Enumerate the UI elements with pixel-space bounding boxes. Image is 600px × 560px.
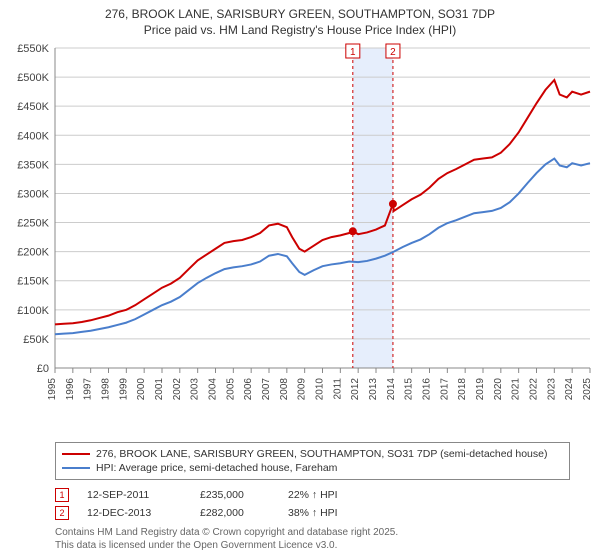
legend-box: 276, BROOK LANE, SARISBURY GREEN, SOUTHA… — [55, 442, 570, 480]
xtick-label: 2015 — [404, 378, 415, 401]
xtick-label: 2012 — [350, 378, 361, 401]
xtick-label: 1997 — [83, 378, 94, 401]
ytick-label: £400K — [17, 131, 49, 143]
xtick-label: 2000 — [136, 378, 147, 401]
chart-area: £0 £50K £100K £150K £200K £250K £300K £350K £400… — [0, 38, 600, 438]
legend-item: 276, BROOK LANE, SARISBURY GREEN, SOUTHA… — [62, 447, 563, 461]
highlight-band — [353, 48, 393, 368]
chart-title: 276, BROOK LANE, SARISBURY GREEN, SOUTHA… — [0, 0, 600, 38]
xtick-label: 2001 — [154, 378, 165, 401]
sales-table: 1 12-SEP-2011 £235,000 22% ↑ HPI 2 12-DEC-201… — [55, 486, 570, 522]
xtick-label: 1999 — [118, 378, 129, 401]
xtick-label: 2005 — [225, 378, 236, 401]
xtick-label: 2016 — [422, 378, 433, 401]
ytick-label: £150K — [17, 276, 49, 288]
xtick-label: 1996 — [65, 378, 76, 401]
sale-delta: 38% ↑ HPI — [288, 507, 368, 519]
ytick-label: £500K — [17, 72, 49, 84]
xtick-label: 2017 — [439, 378, 450, 401]
xtick-label: 2021 — [511, 378, 522, 401]
ytick-label: £550K — [17, 43, 49, 55]
xtick-label: 2002 — [172, 378, 183, 401]
marker-number: 1 — [350, 47, 356, 58]
title-line-2: Price paid vs. HM Land Registry's House … — [144, 23, 456, 37]
ytick-label: £200K — [17, 247, 49, 259]
sale-row: 1 12-SEP-2011 £235,000 22% ↑ HPI — [55, 486, 570, 504]
xtick-label: 2011 — [332, 378, 343, 400]
xtick-label: 2013 — [368, 378, 379, 401]
sale-marker: 1 — [55, 488, 69, 502]
xtick-label: 2023 — [546, 378, 557, 401]
legend-label: 276, BROOK LANE, SARISBURY GREEN, SOUTHA… — [96, 448, 547, 460]
sale-date: 12-DEC-2013 — [87, 507, 182, 519]
footer-line-1: Contains HM Land Registry data © Crown c… — [55, 527, 398, 538]
chart-svg: £0 £50K £100K £150K £200K £250K £300K £350K £400… — [0, 38, 600, 438]
sale-price: £235,000 — [200, 489, 270, 501]
xtick-label: 2020 — [493, 378, 504, 401]
footer-line-2: This data is licensed under the Open Gov… — [55, 540, 337, 551]
sale-marker: 2 — [55, 506, 69, 520]
legend-label: HPI: Average price, semi-detached house,… — [96, 462, 337, 474]
ytick-label: £0 — [37, 363, 49, 375]
xtick-label: 2007 — [261, 378, 272, 401]
ytick-label: £100K — [17, 305, 49, 317]
series-hpi — [55, 159, 590, 335]
legend-swatch — [62, 453, 90, 455]
sale-row: 2 12-DEC-2013 £282,000 38% ↑ HPI — [55, 504, 570, 522]
title-line-1: 276, BROOK LANE, SARISBURY GREEN, SOUTHA… — [105, 7, 495, 21]
xtick-label: 1998 — [101, 378, 112, 401]
sale-point — [389, 200, 397, 208]
sale-price: £282,000 — [200, 507, 270, 519]
xtick-label: 2010 — [315, 378, 326, 401]
xtick-label: 2024 — [564, 378, 575, 401]
xtick-label: 2019 — [475, 378, 486, 401]
marker-number: 2 — [390, 47, 396, 58]
xtick-label: 2004 — [208, 378, 219, 401]
ytick-label: £350K — [17, 160, 49, 172]
legend-item: HPI: Average price, semi-detached house,… — [62, 461, 563, 475]
sale-delta: 22% ↑ HPI — [288, 489, 368, 501]
sale-point — [349, 228, 357, 236]
ytick-label: £250K — [17, 218, 49, 230]
ytick-label: £450K — [17, 102, 49, 114]
sale-date: 12-SEP-2011 — [87, 489, 182, 501]
xtick-label: 2008 — [279, 378, 290, 401]
footer-attribution: Contains HM Land Registry data © Crown c… — [55, 526, 570, 552]
legend-swatch — [62, 467, 90, 469]
xtick-label: 2025 — [582, 378, 593, 401]
xtick-label: 2006 — [243, 378, 254, 401]
ytick-label: £300K — [17, 189, 49, 201]
xtick-label: 1995 — [47, 378, 58, 401]
xtick-label: 2018 — [457, 378, 468, 401]
xtick-label: 2014 — [386, 378, 397, 401]
xtick-label: 2009 — [297, 378, 308, 401]
xtick-label: 2003 — [190, 378, 201, 401]
ytick-label: £50K — [23, 334, 49, 346]
xtick-label: 2022 — [529, 378, 540, 401]
